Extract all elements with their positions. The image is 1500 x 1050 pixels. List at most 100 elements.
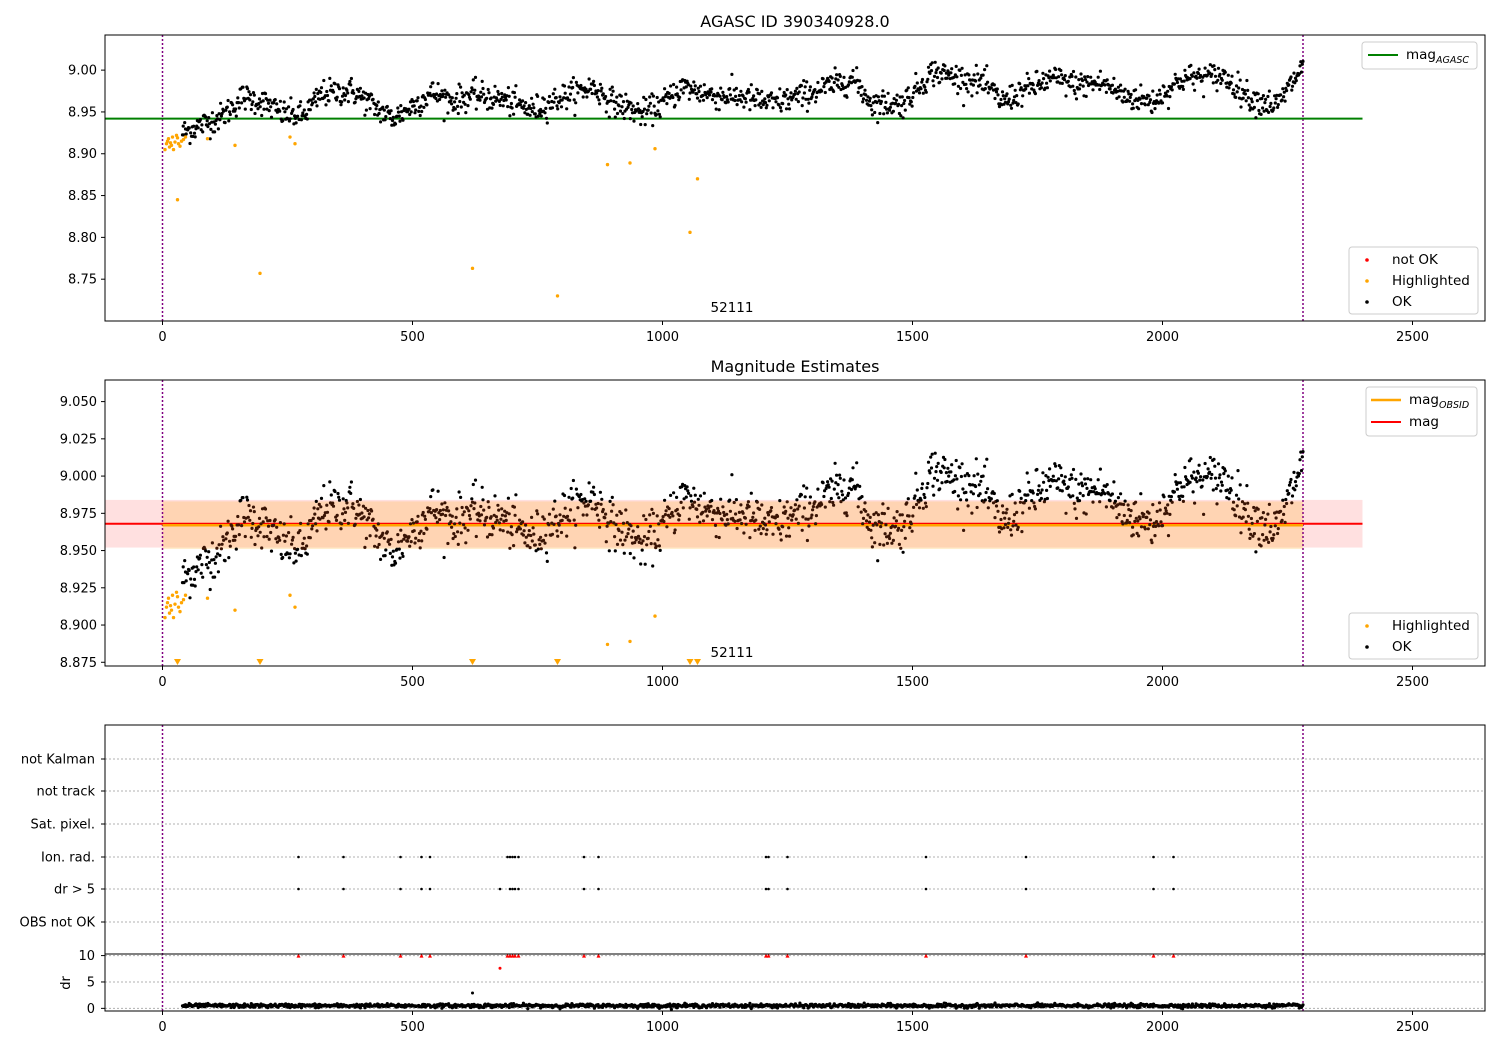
dr-point <box>447 1002 451 1006</box>
ok-point <box>942 68 946 73</box>
ok-point <box>1123 87 1127 91</box>
ok-point <box>536 547 540 551</box>
ok-point <box>1261 510 1265 515</box>
ok-point <box>655 514 659 518</box>
x-tick-label: 500 <box>400 1020 425 1035</box>
ok-point <box>335 95 339 99</box>
ok-point <box>1053 462 1057 466</box>
ok-point <box>1070 74 1074 78</box>
ok-point <box>1208 455 1212 460</box>
ok-point <box>965 498 969 502</box>
ok-point <box>457 490 461 494</box>
ok-point <box>482 508 486 512</box>
ok-point <box>614 522 618 527</box>
ok-point <box>920 77 925 82</box>
ok-point <box>258 105 262 109</box>
ok-point <box>1257 108 1261 113</box>
ok-point <box>417 109 421 113</box>
ok-point <box>646 108 650 112</box>
ok-point <box>999 517 1003 522</box>
ok-point <box>786 97 790 101</box>
ok-point <box>216 127 220 131</box>
ok-point <box>464 111 468 115</box>
ok-point <box>733 98 737 103</box>
ok-point <box>804 97 808 101</box>
ok-point <box>793 508 797 512</box>
ok-point <box>1003 516 1007 520</box>
ok-point <box>664 509 668 513</box>
ok-point <box>1203 461 1207 466</box>
ok-point <box>222 538 226 542</box>
ok-point <box>454 515 458 520</box>
ok-point <box>789 91 793 95</box>
ok-point <box>600 497 604 501</box>
ok-point <box>678 513 682 518</box>
ok-point <box>192 131 197 135</box>
ok-point <box>1111 91 1115 95</box>
ok-point <box>1064 511 1068 515</box>
ok-point <box>192 565 196 569</box>
ok-point <box>507 94 511 98</box>
ok-point <box>545 121 549 125</box>
ok-point <box>389 109 393 113</box>
x-tick-label: 1500 <box>896 330 929 345</box>
ok-point <box>334 518 339 523</box>
ok-point <box>1073 92 1077 96</box>
ok-point <box>267 537 271 541</box>
ok-point <box>474 107 478 111</box>
ok-point <box>859 510 863 514</box>
ok-point <box>1175 80 1179 85</box>
ok-point <box>1003 97 1007 101</box>
flag-event <box>1172 887 1175 891</box>
ok-point <box>1250 100 1254 104</box>
ok-point <box>256 107 260 111</box>
ok-point <box>730 473 734 477</box>
ok-point <box>619 94 623 98</box>
ok-point <box>565 514 570 519</box>
ok-point <box>820 89 824 93</box>
ok-point <box>600 86 604 90</box>
ok-point <box>866 513 870 517</box>
ok-point <box>1064 94 1068 98</box>
ok-point <box>766 513 771 517</box>
flags-panel-frame <box>104 724 1486 1012</box>
ok-point <box>584 87 588 91</box>
ok-point <box>488 532 492 537</box>
legend-highlighted-label: Highlighted <box>1392 273 1470 289</box>
ok-point <box>419 529 423 533</box>
ok-point <box>511 112 516 116</box>
ok-point <box>544 106 548 110</box>
ok-point <box>435 92 439 96</box>
highlighted-point <box>628 161 632 165</box>
ok-point <box>1282 504 1286 509</box>
ok-point <box>845 95 849 99</box>
ok-point <box>782 505 786 509</box>
ok-point <box>1157 101 1161 105</box>
ok-point <box>838 74 842 78</box>
ok-point <box>1196 71 1200 76</box>
ok-point <box>408 522 413 526</box>
x-tick-label: 0 <box>158 330 166 345</box>
ok-point <box>459 85 463 89</box>
ok-point <box>550 532 555 536</box>
ok-point <box>1131 106 1135 110</box>
ok-point <box>528 113 532 117</box>
ok-point <box>992 491 996 496</box>
ok-point <box>1154 520 1159 524</box>
ok-point <box>252 93 256 97</box>
ok-point <box>1248 536 1252 541</box>
highlighted-point <box>166 596 171 600</box>
ok-point <box>441 508 445 512</box>
ok-point <box>385 530 389 534</box>
ok-point <box>1281 498 1285 502</box>
ok-point <box>814 100 818 104</box>
ok-point <box>935 478 940 482</box>
ok-point <box>759 105 763 109</box>
ok-point <box>636 525 640 529</box>
ok-point <box>621 100 626 104</box>
dr-point <box>862 1001 866 1005</box>
ok-point <box>342 507 346 511</box>
ok-point <box>734 512 738 516</box>
ok-point <box>1019 86 1023 90</box>
ok-point <box>999 97 1003 102</box>
